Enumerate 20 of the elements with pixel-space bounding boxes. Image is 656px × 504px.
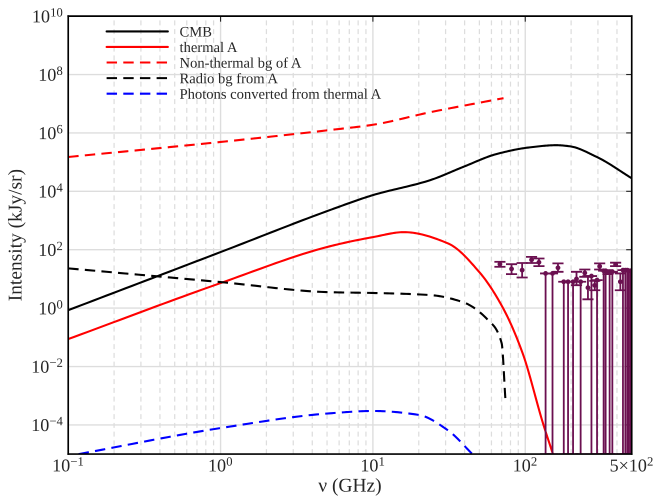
- x-tick-label: 10$^{−1}$: [54, 457, 84, 472]
- y-tick-label: 10$^{2}$: [40, 242, 62, 256]
- x-tick-label: 10$^{0}$: [210, 457, 232, 472]
- y-tick-label: 10$^{8}$: [40, 66, 62, 81]
- x-tick-label: 5×10$^{2}$: [610, 457, 653, 472]
- x-tick-label: 10$^{2}$: [514, 457, 537, 472]
- legend-label: Photons converted from thermal A: [180, 88, 382, 99]
- y-tick-label: 10$^{6}$: [40, 124, 62, 140]
- y-tick-label: 10$^{−2}$: [32, 358, 62, 373]
- y-tick-label: 10$^{10}$: [34, 8, 62, 23]
- x-axis-title: ν (GHz): [318, 478, 381, 496]
- y-tick-label: 10$^{−4}$: [32, 416, 63, 432]
- legend-label: Radio bg from A: [180, 72, 278, 86]
- legend-label: CMB: [180, 26, 212, 37]
- x-tick-label: 10$^{1}$: [362, 457, 384, 472]
- legend-label: Non-thermal bg of A: [180, 57, 302, 71]
- y-tick-label: 10$^{4}$: [40, 183, 63, 198]
- y-axis-title: Intensity (kJy/sr): [8, 170, 26, 301]
- legend-label: thermal A: [180, 42, 238, 52]
- y-tick-label: 10$^{0}$: [40, 300, 62, 314]
